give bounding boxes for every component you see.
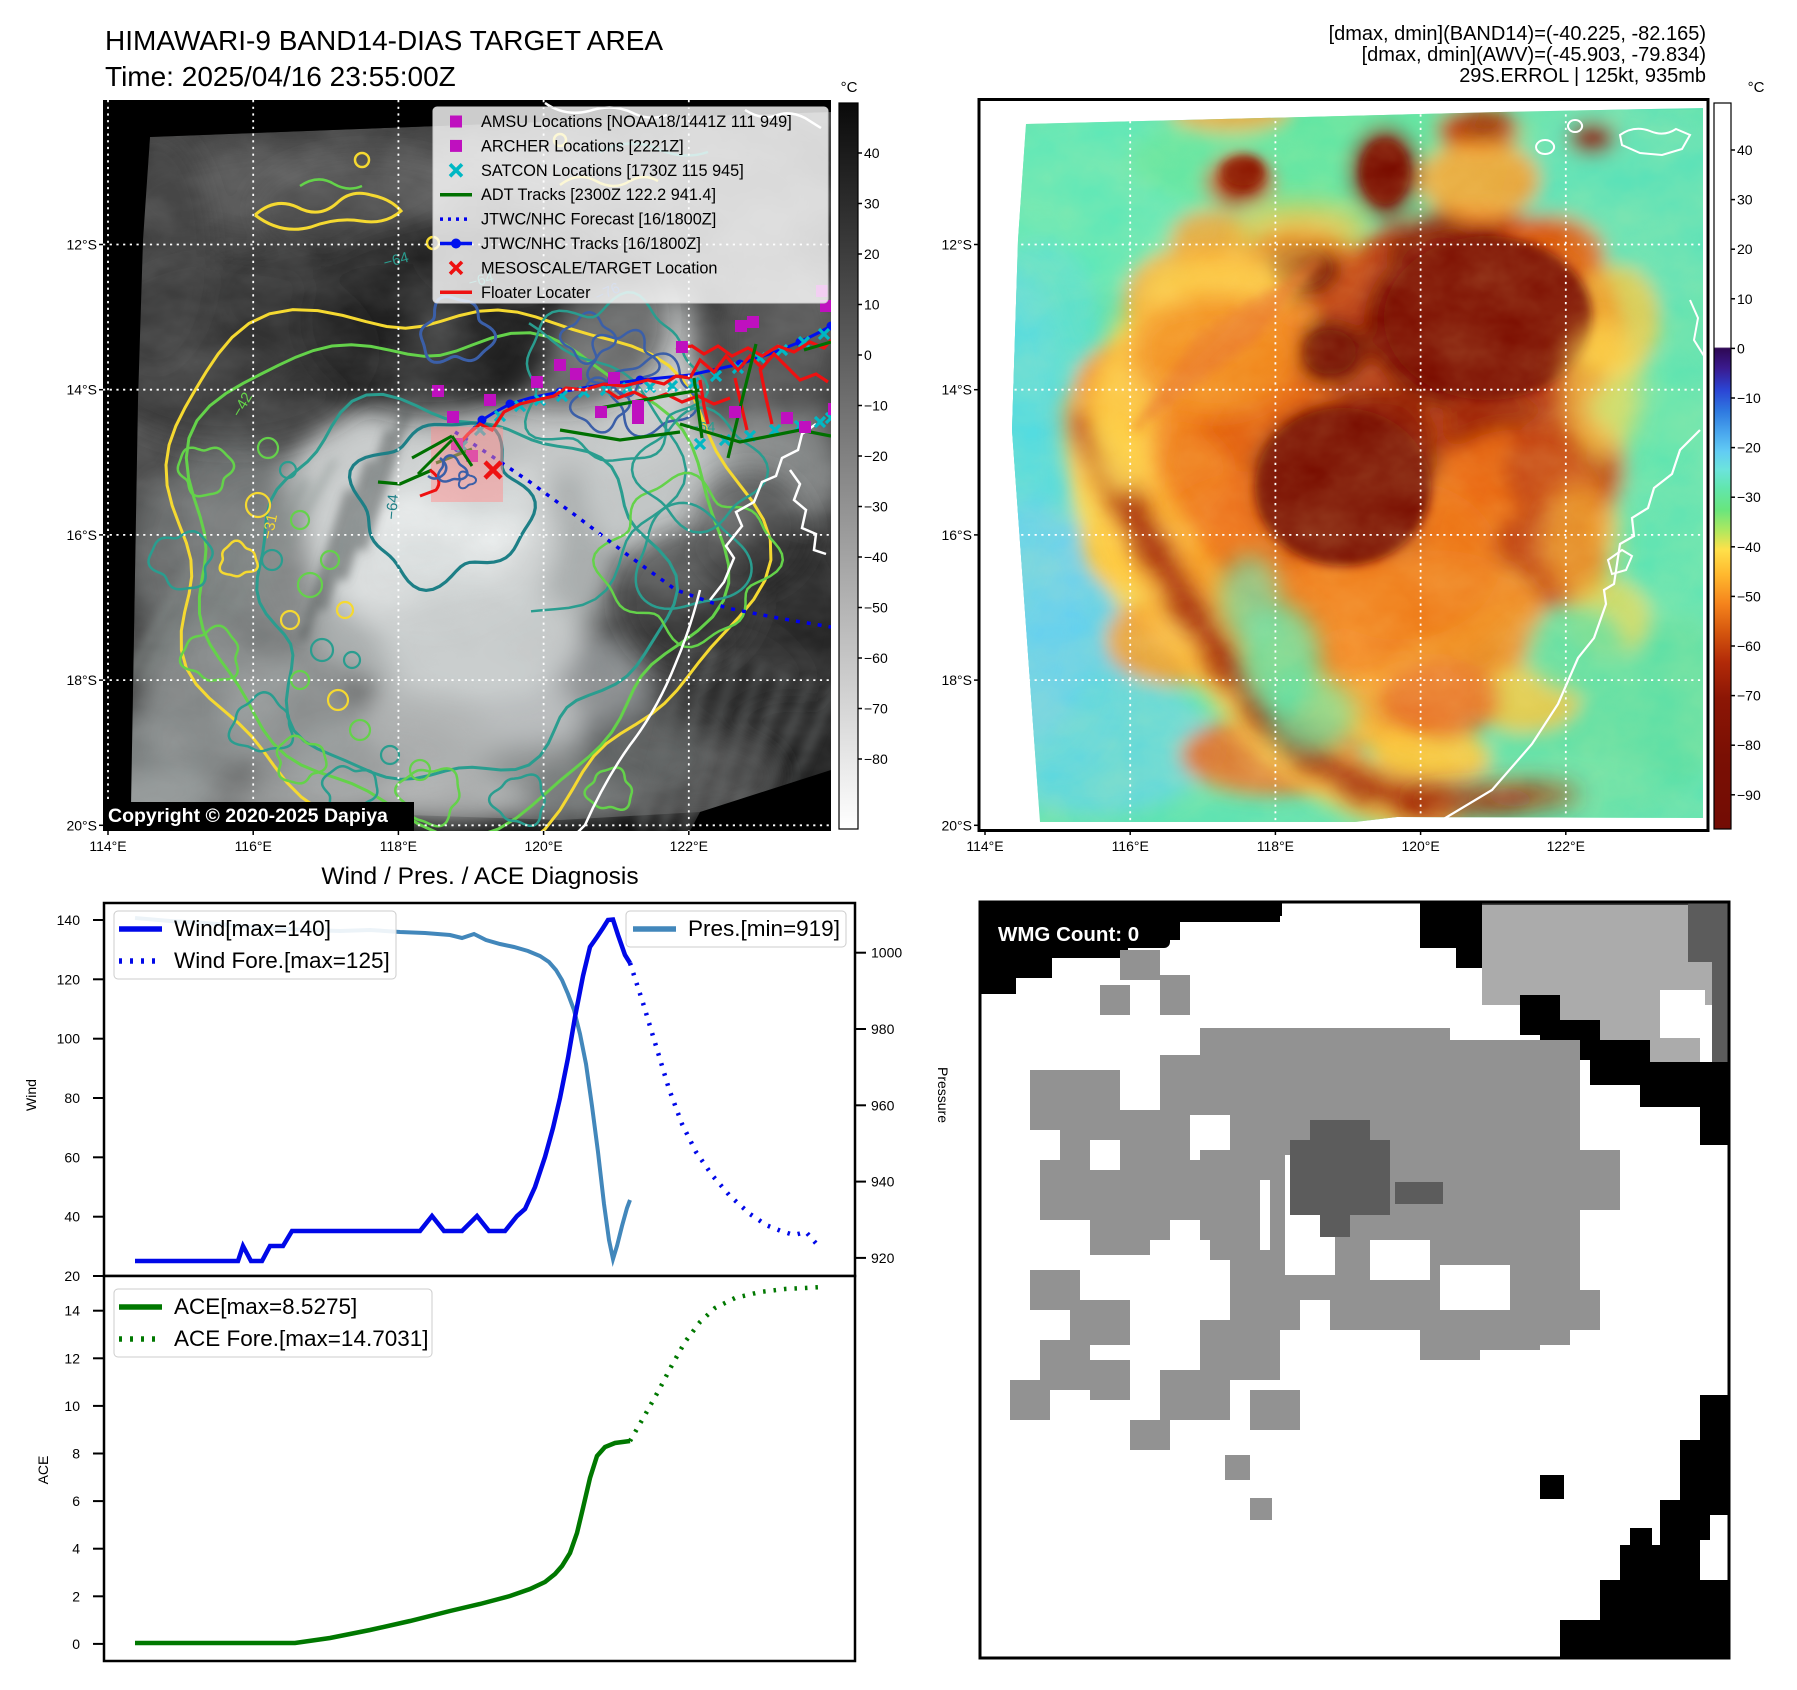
svg-text:29S.ERROL | 125kt, 935mb: 29S.ERROL | 125kt, 935mb (1459, 65, 1706, 87)
svg-text:118°E: 118°E (1257, 838, 1294, 854)
svg-text:[dmax, dmin](BAND14)=(-40.225,: [dmax, dmin](BAND14)=(-40.225, -82.165) (1329, 23, 1706, 45)
svg-text:2: 2 (72, 1588, 80, 1604)
svg-text:0: 0 (1737, 340, 1745, 356)
svg-text:Wind: Wind (23, 1079, 39, 1111)
svg-text:120°E: 120°E (1401, 838, 1439, 854)
svg-text:118°E: 118°E (380, 838, 417, 854)
svg-text:−31: −31 (259, 512, 281, 540)
svg-text:−50: −50 (1737, 588, 1761, 604)
svg-text:−30: −30 (1737, 489, 1761, 505)
svg-text:140: 140 (57, 912, 81, 928)
svg-text:−64: −64 (382, 249, 411, 272)
svg-text:18°S: 18°S (941, 672, 972, 688)
svg-text:10: 10 (1737, 291, 1753, 307)
svg-text:SATCON Locations [1730Z 115 94: SATCON Locations [1730Z 115 945] (481, 162, 744, 180)
svg-text:14: 14 (64, 1303, 80, 1319)
svg-text:MESOSCALE/TARGET Location: MESOSCALE/TARGET Location (481, 259, 717, 277)
svg-text:AMSU Locations [NOAA18/1441Z 1: AMSU Locations [NOAA18/1441Z 111 949] (481, 113, 792, 131)
svg-text:−40: −40 (864, 549, 888, 565)
svg-text:114°E: 114°E (966, 838, 1003, 854)
svg-text:ACE Fore.[max=14.7031]: ACE Fore.[max=14.7031] (174, 1326, 429, 1351)
svg-text:116°E: 116°E (1112, 838, 1149, 854)
svg-text:20: 20 (1737, 241, 1753, 257)
svg-text:−64: −64 (383, 494, 402, 521)
svg-text:−20: −20 (1737, 440, 1761, 456)
svg-text:120°E: 120°E (524, 838, 562, 854)
svg-text:Copyright © 2020-2025 Dapiya: Copyright © 2020-2025 Dapiya (108, 805, 388, 827)
svg-text:−80: −80 (864, 751, 888, 767)
svg-text:4: 4 (72, 1541, 80, 1557)
svg-text:JTWC/NHC Tracks [16/1800Z]: JTWC/NHC Tracks [16/1800Z] (481, 235, 701, 253)
svg-text:10: 10 (864, 297, 880, 313)
svg-text:−10: −10 (1737, 390, 1761, 406)
svg-text:Time: 2025/04/16 23:55:00Z: Time: 2025/04/16 23:55:00Z (105, 61, 456, 92)
svg-text:40: 40 (864, 145, 880, 161)
svg-text:60: 60 (64, 1149, 80, 1165)
svg-text:12°S: 12°S (66, 237, 97, 253)
svg-text:Wind / Pres. / ACE Diagnosis: Wind / Pres. / ACE Diagnosis (321, 863, 638, 890)
svg-text:120: 120 (57, 971, 81, 987)
svg-text:0: 0 (72, 1636, 80, 1652)
svg-text:6: 6 (72, 1493, 80, 1509)
svg-text:−40: −40 (1737, 539, 1761, 555)
svg-text:20: 20 (864, 246, 880, 262)
svg-text:16°S: 16°S (941, 527, 972, 543)
svg-text:−80: −80 (1737, 737, 1761, 753)
svg-text:14°S: 14°S (941, 382, 972, 398)
svg-text:16°S: 16°S (66, 527, 97, 543)
svg-text:8: 8 (72, 1446, 80, 1462)
svg-text:20: 20 (64, 1268, 80, 1284)
svg-text:−70: −70 (1737, 688, 1761, 704)
svg-text:Floater Locater: Floater Locater (481, 284, 591, 302)
svg-text:20°S: 20°S (941, 817, 972, 833)
svg-text:ARCHER Locations [2221Z]: ARCHER Locations [2221Z] (481, 137, 684, 155)
svg-text:30: 30 (1737, 192, 1753, 208)
svg-text:Pressure: Pressure (935, 1067, 951, 1123)
svg-text:HIMAWARI-9 BAND14-DIAS TARGET: HIMAWARI-9 BAND14-DIAS TARGET AREA (105, 25, 663, 56)
svg-text:ADT Tracks [2300Z 122.2 941.4]: ADT Tracks [2300Z 122.2 941.4] (481, 186, 716, 204)
svg-text:10: 10 (64, 1398, 80, 1414)
svg-text:1000: 1000 (871, 945, 902, 961)
svg-text:940: 940 (871, 1174, 895, 1190)
svg-text:30: 30 (864, 196, 880, 212)
svg-text:116°E: 116°E (235, 838, 272, 854)
svg-text:100: 100 (57, 1031, 81, 1047)
svg-text:40: 40 (64, 1209, 80, 1225)
svg-text:14°S: 14°S (66, 382, 97, 398)
svg-text:Pres.[min=919]: Pres.[min=919] (688, 916, 840, 941)
svg-text:−50: −50 (864, 600, 888, 616)
svg-text:−10: −10 (864, 398, 888, 414)
svg-text:Wind[max=140]: Wind[max=140] (174, 916, 331, 941)
svg-text:960: 960 (871, 1097, 895, 1113)
svg-text:[dmax, dmin](AWV)=(-45.903, -7: [dmax, dmin](AWV)=(-45.903, -79.834) (1362, 44, 1706, 66)
svg-text:20°S: 20°S (66, 817, 97, 833)
svg-text:122°E: 122°E (670, 838, 708, 854)
svg-text:°C: °C (841, 79, 858, 96)
svg-text:−90: −90 (1737, 787, 1761, 803)
svg-text:114°E: 114°E (89, 838, 126, 854)
svg-text:980: 980 (871, 1021, 895, 1037)
svg-text:920: 920 (871, 1250, 895, 1266)
svg-text:12°S: 12°S (941, 237, 972, 253)
svg-text:ACE: ACE (35, 1456, 51, 1485)
svg-text:−70: −70 (864, 701, 888, 717)
svg-text:Wind Fore.[max=125]: Wind Fore.[max=125] (174, 948, 390, 973)
svg-text:°C: °C (1748, 79, 1765, 96)
svg-text:80: 80 (64, 1090, 80, 1106)
svg-text:ACE[max=8.5275]: ACE[max=8.5275] (174, 1294, 357, 1319)
svg-text:−30: −30 (864, 499, 888, 515)
svg-text:−20: −20 (864, 448, 888, 464)
svg-text:40: 40 (1737, 142, 1753, 158)
svg-text:0: 0 (864, 347, 872, 363)
svg-text:12: 12 (64, 1350, 80, 1366)
svg-text:122°E: 122°E (1547, 838, 1585, 854)
svg-text:WMG Count: 0: WMG Count: 0 (998, 923, 1139, 946)
svg-text:JTWC/NHC Forecast [16/1800Z]: JTWC/NHC Forecast [16/1800Z] (481, 211, 716, 229)
svg-text:18°S: 18°S (66, 672, 97, 688)
svg-text:−60: −60 (1737, 638, 1761, 654)
svg-text:−60: −60 (864, 650, 888, 666)
